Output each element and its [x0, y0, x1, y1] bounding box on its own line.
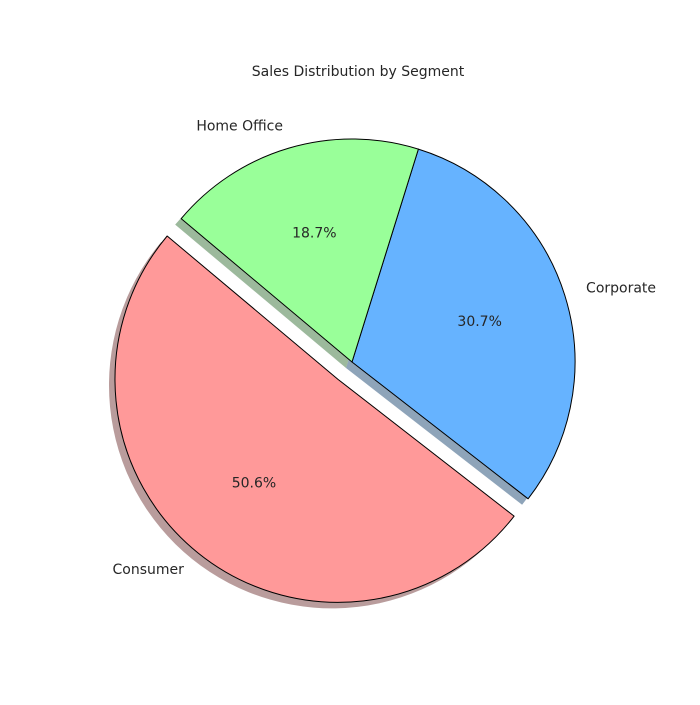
pie-percent-label-consumer: 50.6%	[232, 475, 276, 491]
pie-category-label-consumer: Consumer	[112, 562, 184, 578]
slice-layer	[114, 138, 576, 603]
pie-slice-consumer	[114, 235, 515, 603]
pie-slice-corporate	[351, 148, 576, 500]
pie-slice-home-office	[180, 138, 419, 363]
pie-category-label-home-office: Home Office	[196, 119, 283, 135]
pie-percent-label-corporate: 30.7%	[457, 314, 501, 330]
label-layer: 50.6% Consumer 30.7% Corporate 18.7% Home Off…	[112, 119, 656, 579]
pie-category-label-corporate: Corporate	[586, 281, 656, 297]
chart-title: Sales Distribution by Segment	[252, 64, 465, 80]
pie-percent-label-home-office: 18.7%	[292, 226, 336, 242]
